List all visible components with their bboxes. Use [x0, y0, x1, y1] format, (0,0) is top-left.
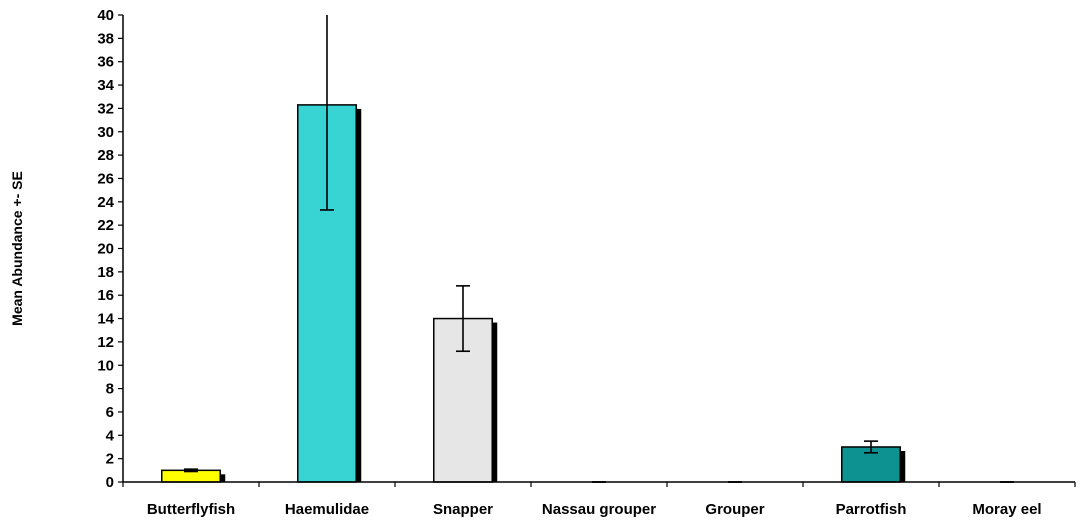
y-tick-label: 4	[106, 427, 115, 444]
y-tick-label: 38	[97, 30, 114, 47]
x-tick-label: Haemulidae	[285, 501, 369, 518]
y-tick-label: 34	[97, 77, 114, 94]
y-tick-label: 32	[97, 100, 114, 117]
y-tick-label: 22	[97, 217, 114, 234]
y-tick-label: 24	[97, 194, 114, 211]
y-tick-label: 10	[97, 357, 114, 374]
x-tick-label: Parrotfish	[836, 501, 907, 518]
y-tick-label: 6	[106, 404, 114, 421]
x-axis-labels: Butterflyfish Haemulidae Snapper Nassau gro…	[122, 482, 1076, 518]
y-axis-label: Mean Abundance +- SE	[9, 171, 25, 326]
y-tick-label: 14	[97, 311, 114, 328]
y-tick-label: 40	[97, 7, 114, 24]
y-tick-label: 36	[97, 54, 114, 71]
y-tick-label: 12	[97, 334, 114, 351]
error-bar	[320, 15, 334, 211]
x-tick-label: Grouper	[705, 501, 764, 518]
y-tick-label: 16	[97, 287, 114, 304]
y-tick-label: 8	[106, 381, 114, 398]
error-bar	[456, 285, 470, 353]
bars	[161, 104, 906, 483]
y-tick-label: 2	[106, 451, 114, 468]
y-tick-label: 0	[106, 474, 114, 491]
x-tick-label: Nassau grouper	[542, 501, 656, 518]
error-bar	[864, 440, 878, 454]
x-tick-label: Butterflyfish	[147, 501, 235, 518]
y-tick-label: 28	[97, 147, 114, 164]
error-bar	[184, 468, 198, 473]
y-tick-label: 30	[97, 124, 114, 141]
x-tick-label: Moray eel	[972, 501, 1041, 518]
y-tick-label: 20	[97, 241, 114, 258]
y-tick-label: 18	[97, 264, 114, 281]
y-tick-label: 26	[97, 170, 114, 187]
x-tick-label: Snapper	[433, 501, 493, 518]
